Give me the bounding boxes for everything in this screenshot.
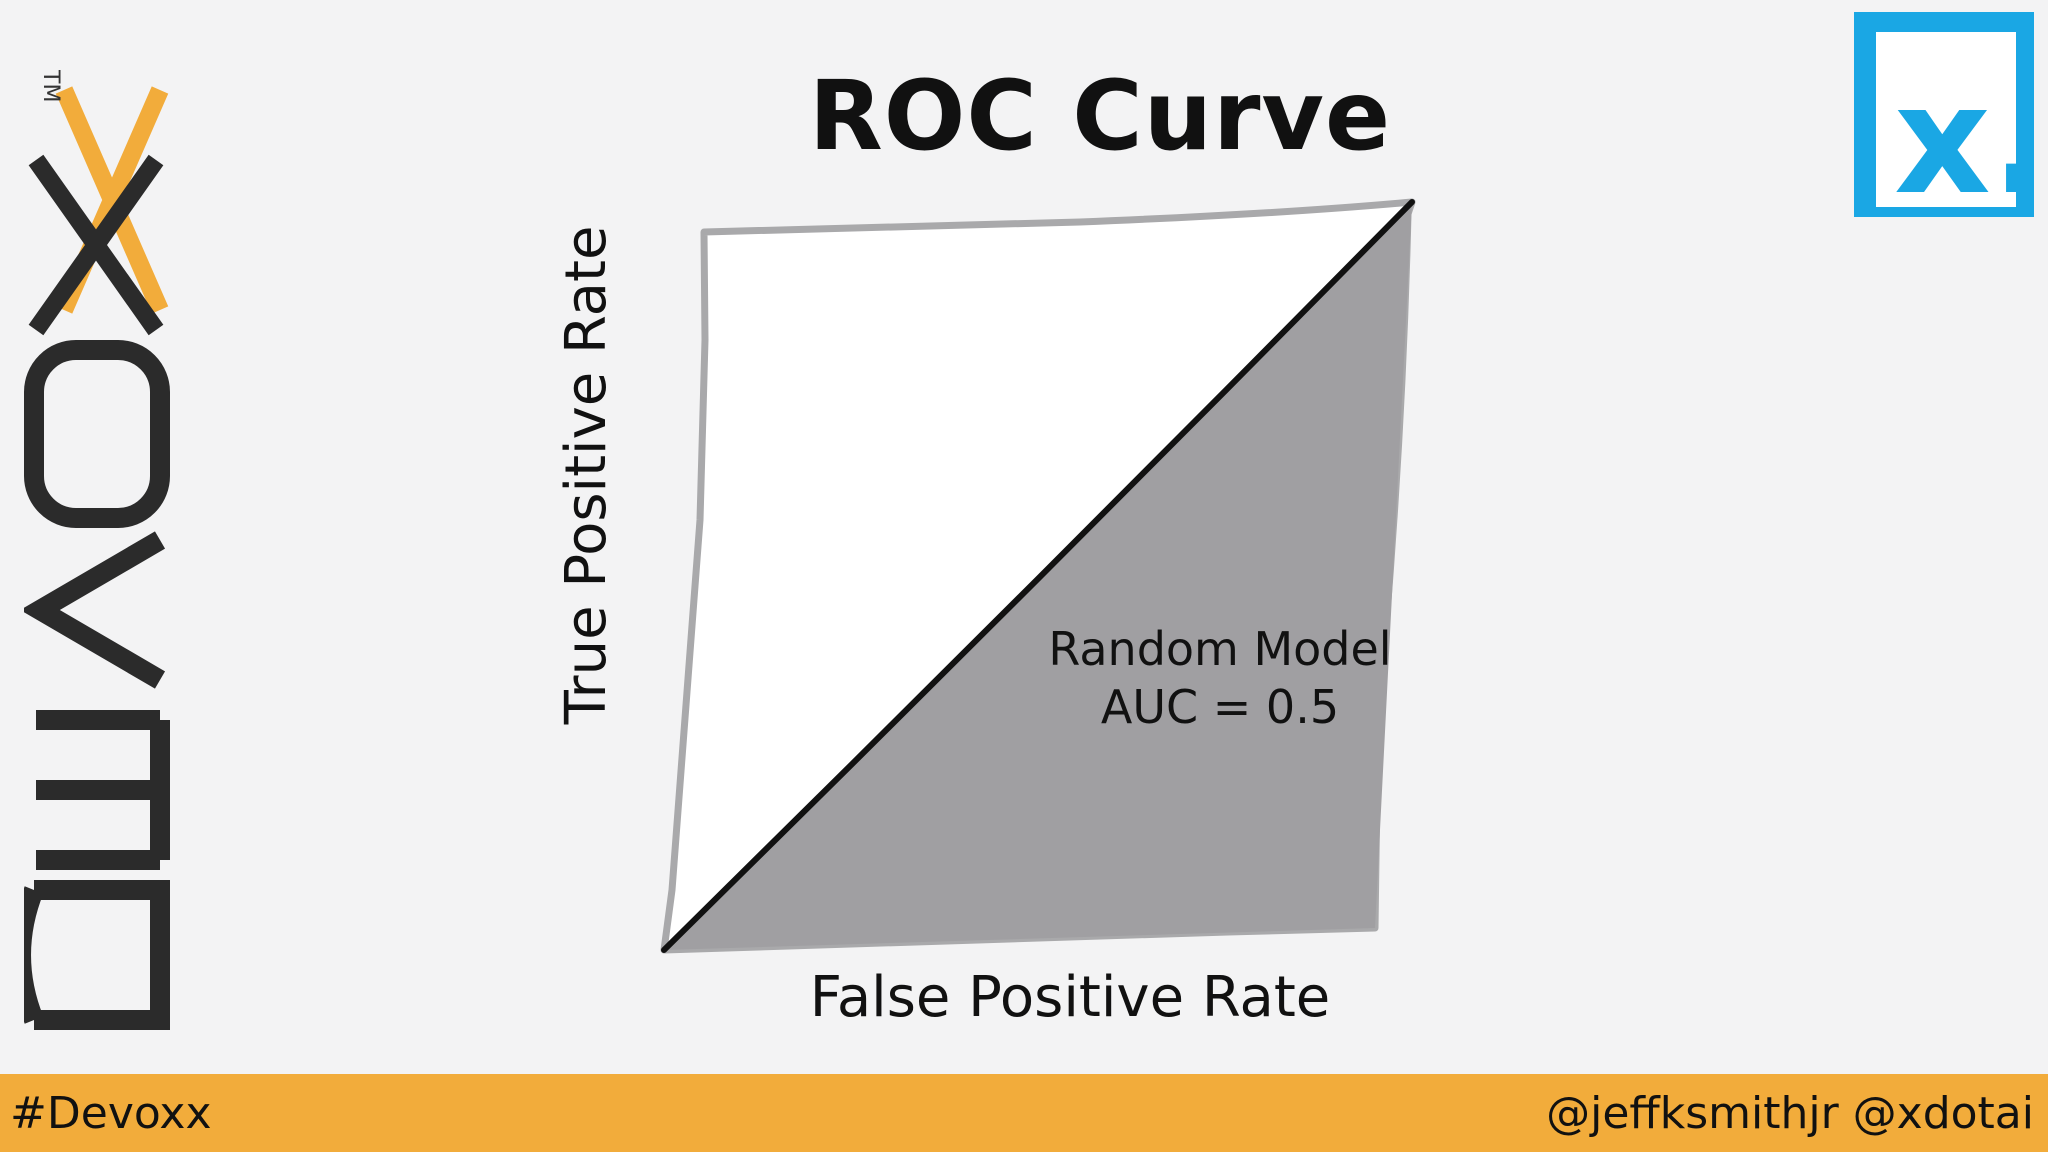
auc-area xyxy=(664,202,1412,950)
x-axis-label: False Positive Rate xyxy=(809,965,1331,1030)
devoxx-v xyxy=(24,531,166,689)
devoxx-d xyxy=(24,880,170,1030)
random-model-line xyxy=(661,199,1415,953)
slide-title: ROC Curve xyxy=(808,60,1392,172)
trademark-text: TM xyxy=(38,69,63,102)
auc-annotation: Random Model AUC = 0.5 xyxy=(980,620,1460,736)
y-axis-label: True Positive Rate xyxy=(554,225,619,725)
devoxx-logo-mark xyxy=(24,86,170,1030)
x-logo: x. xyxy=(1854,12,2034,217)
footer-bar: #Devoxx @jeffksmithjr @xdotai xyxy=(0,1074,2048,1152)
footer-handles: @jeffksmithjr @xdotai xyxy=(1546,1088,2034,1139)
x-logo-text: x. xyxy=(1894,54,2034,217)
annotation-line-2: AUC = 0.5 xyxy=(1100,680,1340,734)
roc-plot xyxy=(660,198,1416,954)
devoxx-e xyxy=(36,710,170,870)
x-logo-inner xyxy=(1876,32,2016,207)
roc-chart: True Positive Rate False Positive Rate R… xyxy=(554,180,1460,1040)
devoxx-dark-x xyxy=(28,154,164,336)
devoxx-logo: TM xyxy=(24,69,170,1030)
annotation-line-1: Random Model xyxy=(1048,622,1392,676)
devoxx-o xyxy=(24,340,170,528)
footer-hashtag: #Devoxx xyxy=(10,1088,212,1139)
